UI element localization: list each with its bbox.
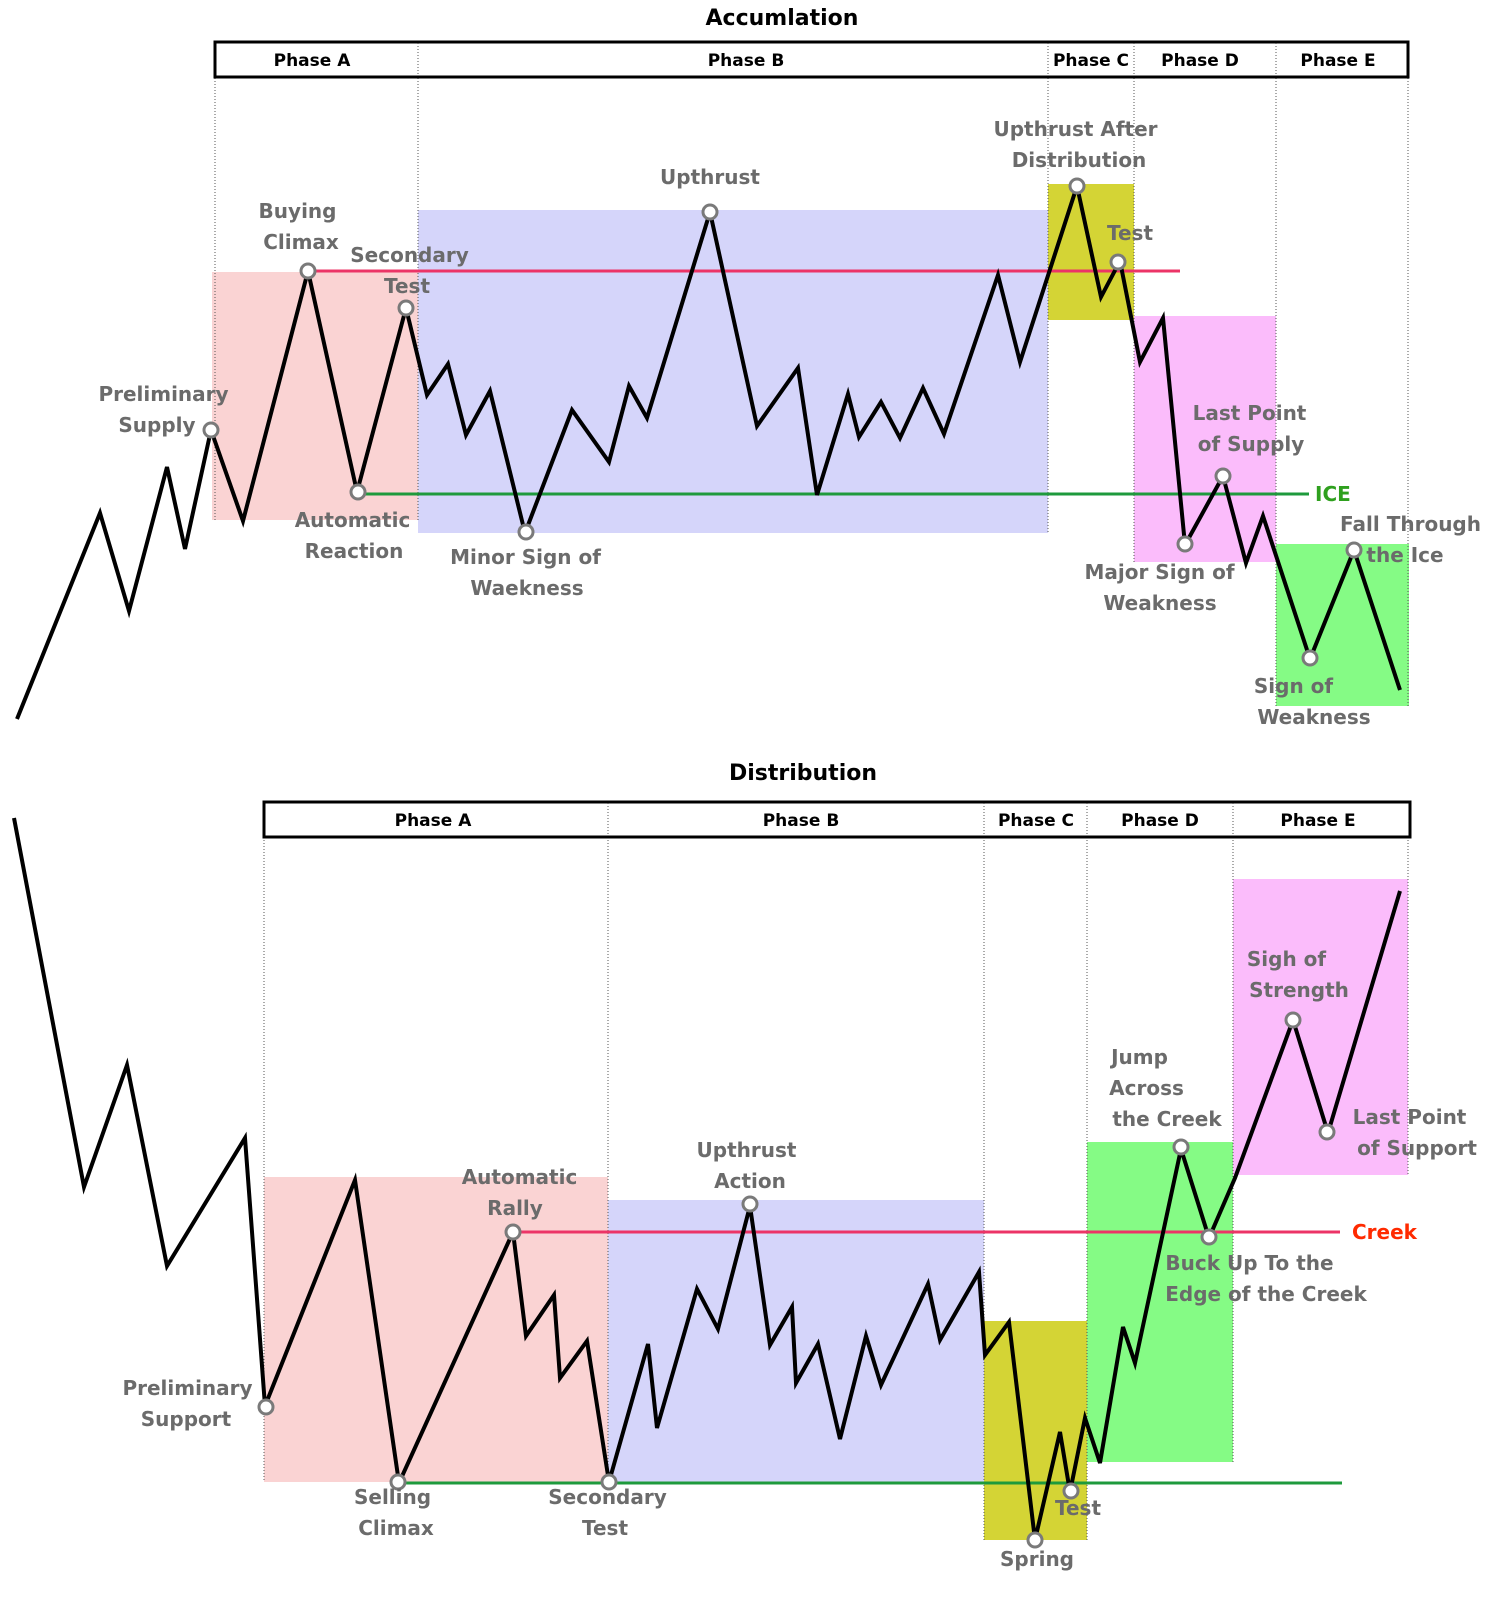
acc-marker-last-point-of-supply: [1214, 467, 1232, 485]
acc-phase-separators: [214, 78, 1409, 706]
acc-label-preliminary-supply: Preliminary Supply: [98, 382, 235, 437]
dist-marker-spring: [1026, 1531, 1044, 1549]
dist-phase-header-frame: [262, 800, 1412, 839]
acc-marker-preliminary-supply: [202, 421, 220, 439]
dist-label-automatic-rally: Automatic Rally: [462, 1165, 585, 1220]
acc-marker-sign-of-weakness: [1301, 649, 1319, 667]
dist-label-upthrust-action: Upthrust Action: [697, 1138, 804, 1193]
acc-label-major-sign-of-weakness: Major Sign of Weakness: [1084, 560, 1241, 615]
acc-marker-automatic-reaction: [349, 483, 367, 501]
acc-phase-c-label: Phase C: [1053, 51, 1129, 71]
acc-label-secondary-test: Secondary Test: [350, 243, 475, 298]
acc-phase-header: Phase A Phase B Phase C Phase D Phase E: [213, 40, 1410, 79]
dist-label-jump-across-the-creek: Jump Across the Creek: [1109, 1045, 1222, 1131]
dist-marker-upthrust-action: [741, 1195, 759, 1213]
acc-label-sign-of-weakness: Sign of Weakness: [1254, 674, 1371, 729]
acc-label-automatic-reaction: Automatic Reaction: [295, 508, 418, 563]
acc-label-upthrust: Upthrust: [660, 165, 760, 189]
dist-marker-buck-up: [1200, 1228, 1218, 1246]
dist-label-spring: Spring: [1000, 1547, 1074, 1571]
dist-creek-label: Creek: [1352, 1220, 1418, 1244]
dist-phase-b-region: [608, 1200, 984, 1482]
dist-label-preliminary-support: Preliminary Support: [122, 1376, 259, 1431]
dist-phase-c-region: [984, 1321, 1087, 1540]
dist-label-last-point-of-support: Last Point of Support: [1353, 1105, 1478, 1160]
dist-phase-e-region: [1233, 879, 1408, 1175]
dist-label-selling-climax: Selling Climax: [354, 1485, 438, 1540]
dist-label-test: Test: [1055, 1496, 1101, 1520]
dist-label-secondary-test: Secondary Test: [548, 1485, 673, 1540]
dist-phase-d-label: Phase D: [1121, 811, 1199, 831]
dist-label-buck-up: Buck Up To the Edge of the Creek: [1165, 1251, 1367, 1306]
acc-label-last-point-of-supply: Last Point of Supply: [1193, 401, 1314, 456]
dist-phase-header: Phase A Phase B Phase C Phase D Phase E: [262, 800, 1412, 839]
acc-label-test: Test: [1107, 221, 1153, 245]
dist-phase-e-label: Phase E: [1280, 811, 1355, 831]
acc-label-minor-sign-of-weakness: Minor Sign of Waekness: [450, 545, 608, 600]
accumulation-schematic: Accumlation Phase A Phase B: [15, 6, 1488, 729]
dist-phase-c-label: Phase C: [998, 811, 1074, 831]
acc-phase-header-frame: [213, 40, 1410, 79]
acc-label-fall-through-the-ice: Fall Through the Ice: [1340, 512, 1488, 567]
acc-event-markers: [202, 177, 1363, 667]
acc-marker-test: [1109, 253, 1127, 271]
acc-phase-b-region: [418, 210, 1048, 533]
acc-phase-a-label: Phase A: [274, 51, 352, 71]
acc-marker-fall-through-the-ice: [1345, 541, 1363, 559]
dist-marker-preliminary-support: [257, 1398, 275, 1416]
acc-marker-utad: [1068, 177, 1086, 195]
dist-phase-a-region: [264, 1177, 608, 1482]
acc-marker-buying-climax: [299, 262, 317, 280]
dist-marker-test: [1062, 1482, 1080, 1500]
accumulation-title: Accumlation: [706, 6, 859, 31]
acc-label-buying-climax: Buying Climax: [259, 199, 344, 254]
acc-marker-minor-sign-of-weakness: [517, 523, 535, 541]
dist-phase-d-region: [1087, 1142, 1233, 1462]
dist-price-path: [12, 817, 1402, 1541]
acc-marker-secondary-test: [397, 299, 415, 317]
distribution-schematic: Distribution Phase A Phase B: [12, 761, 1478, 1571]
acc-phase-e-label: Phase E: [1300, 51, 1375, 71]
acc-phase-d-label: Phase D: [1161, 51, 1239, 71]
acc-phase-d-region: [1134, 316, 1276, 562]
dist-event-markers: [257, 1011, 1336, 1549]
dist-marker-jump-across-the-creek: [1172, 1138, 1190, 1156]
distribution-title: Distribution: [729, 761, 877, 786]
dist-marker-selling-climax: [389, 1473, 407, 1491]
dist-marker-sign-of-strength: [1284, 1011, 1302, 1029]
dist-label-sign-of-strength: Sigh of Strength: [1247, 947, 1349, 1002]
acc-ice-label: ICE: [1315, 482, 1351, 506]
dist-phase-a-label: Phase A: [395, 811, 473, 831]
dist-marker-last-point-of-support: [1318, 1123, 1336, 1141]
acc-phase-b-label: Phase B: [708, 51, 785, 71]
acc-label-utad: Upthrust After Distribution: [993, 117, 1164, 172]
acc-marker-upthrust: [701, 203, 719, 221]
dist-phase-b-label: Phase B: [763, 811, 840, 831]
dist-marker-secondary-test: [600, 1473, 618, 1491]
acc-marker-major-sign-of-weakness: [1176, 535, 1194, 553]
dist-marker-automatic-rally: [504, 1223, 522, 1241]
